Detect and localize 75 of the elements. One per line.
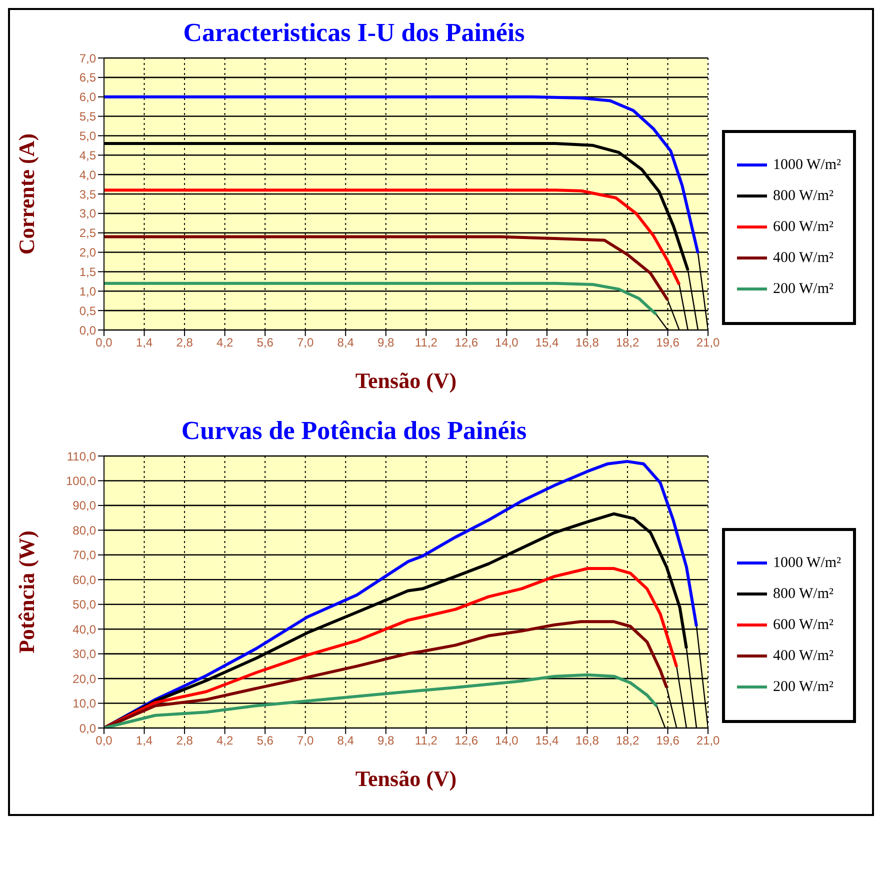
x-tick-label: 11,2 (414, 734, 438, 748)
y-tick-label: 7,0 (79, 51, 96, 66)
y-tick-label: 6,0 (79, 90, 96, 104)
y-tick-label: 30,0 (72, 647, 96, 662)
legend-label: 200 W/m² (773, 678, 834, 696)
x-tick-label: 21,0 (696, 336, 720, 350)
x-tick-label: 1,4 (136, 336, 153, 350)
x-tick-label: 16,8 (576, 336, 600, 350)
y-tick-label: 80,0 (72, 523, 96, 538)
legend-label: 600 W/m² (773, 218, 834, 236)
y-tick-label: 50,0 (72, 598, 96, 612)
legend-label: 400 W/m² (773, 648, 834, 664)
x-tick-label: 18,2 (616, 336, 640, 350)
x-tick-label: 0,0 (96, 336, 113, 350)
x-tick-label: 11,2 (414, 336, 438, 350)
y-tick-label: 5,0 (79, 128, 96, 143)
x-tick-label: 2,8 (176, 336, 194, 350)
legend-label: 1000 W/m² (773, 156, 841, 174)
x-tick-label: 15,4 (535, 734, 559, 748)
y-tick-label: 4,0 (79, 168, 96, 182)
y-tick-label: 10,0 (72, 696, 96, 711)
x-tick-label: 15,4 (535, 336, 559, 350)
y-tick-label: 3,0 (79, 206, 96, 221)
y-tick-label: 2,0 (79, 246, 96, 260)
y-tick-label: 1,5 (79, 264, 96, 279)
x-tick-label: 9,8 (378, 336, 395, 350)
x-tick-label: 12,6 (454, 336, 478, 350)
y-axis-title: Corrente (A) (14, 133, 39, 255)
x-tick-label: 7,0 (297, 336, 314, 350)
x-tick-label: 14,0 (495, 734, 519, 748)
x-tick-label: 7,0 (297, 734, 314, 748)
x-tick-label: 5,6 (256, 734, 274, 748)
x-axis-title: Tensão (V) (355, 368, 457, 393)
x-tick-label: 4,2 (216, 336, 234, 350)
y-tick-label: 40,0 (72, 622, 96, 636)
chart-title: Curvas de Potência dos Painéis (180, 416, 528, 447)
y-tick-label: 0,5 (79, 304, 96, 318)
y-tick-label: 1,0 (79, 284, 96, 298)
y-tick-label: 4,5 (79, 148, 96, 162)
y-tick-label: 2,5 (79, 226, 96, 240)
x-tick-label: 9,8 (378, 734, 395, 748)
x-tick-label: 14,0 (495, 336, 519, 350)
legend-label: 800 W/m² (773, 188, 834, 204)
x-tick-label: 8,4 (337, 336, 354, 350)
y-tick-label: 110,0 (66, 449, 96, 464)
legend-label: 800 W/m² (773, 586, 834, 602)
x-tick-label: 19,6 (656, 734, 680, 748)
legend-label: 200 W/m² (773, 280, 834, 298)
y-tick-label: 6,5 (79, 70, 96, 85)
x-tick-label: 2,8 (176, 734, 194, 748)
legend-label: 400 W/m² (773, 250, 834, 266)
y-tick-label: 20,0 (72, 672, 96, 686)
y-tick-label: 3,5 (79, 187, 96, 202)
y-tick-label: 60,0 (72, 572, 96, 587)
x-tick-label: 12,6 (454, 734, 478, 748)
y-tick-label: 0,0 (79, 721, 96, 736)
legend-label: 1000 W/m² (773, 554, 841, 572)
y-tick-label: 90,0 (72, 498, 96, 513)
x-tick-label: 19,6 (656, 336, 680, 350)
x-tick-label: 4,2 (216, 734, 234, 748)
x-tick-label: 5,6 (256, 336, 274, 350)
x-tick-label: 18,2 (616, 734, 640, 748)
x-tick-label: 21,0 (696, 734, 720, 748)
y-axis-title: Potência (W) (14, 530, 39, 654)
y-tick-label: 70,0 (72, 548, 96, 562)
chart-title: Caracteristicas I-U dos Painéis (182, 18, 526, 49)
y-tick-label: 100,0 (66, 474, 96, 488)
x-axis-title: Tensão (V) (355, 766, 457, 791)
x-tick-label: 1,4 (136, 734, 153, 748)
x-tick-label: 16,8 (576, 734, 600, 748)
y-tick-label: 0,0 (79, 323, 96, 338)
y-tick-label: 5,5 (79, 110, 96, 124)
x-tick-label: 0,0 (96, 734, 113, 748)
legend-label: 600 W/m² (773, 616, 834, 634)
x-tick-label: 8,4 (337, 734, 354, 748)
